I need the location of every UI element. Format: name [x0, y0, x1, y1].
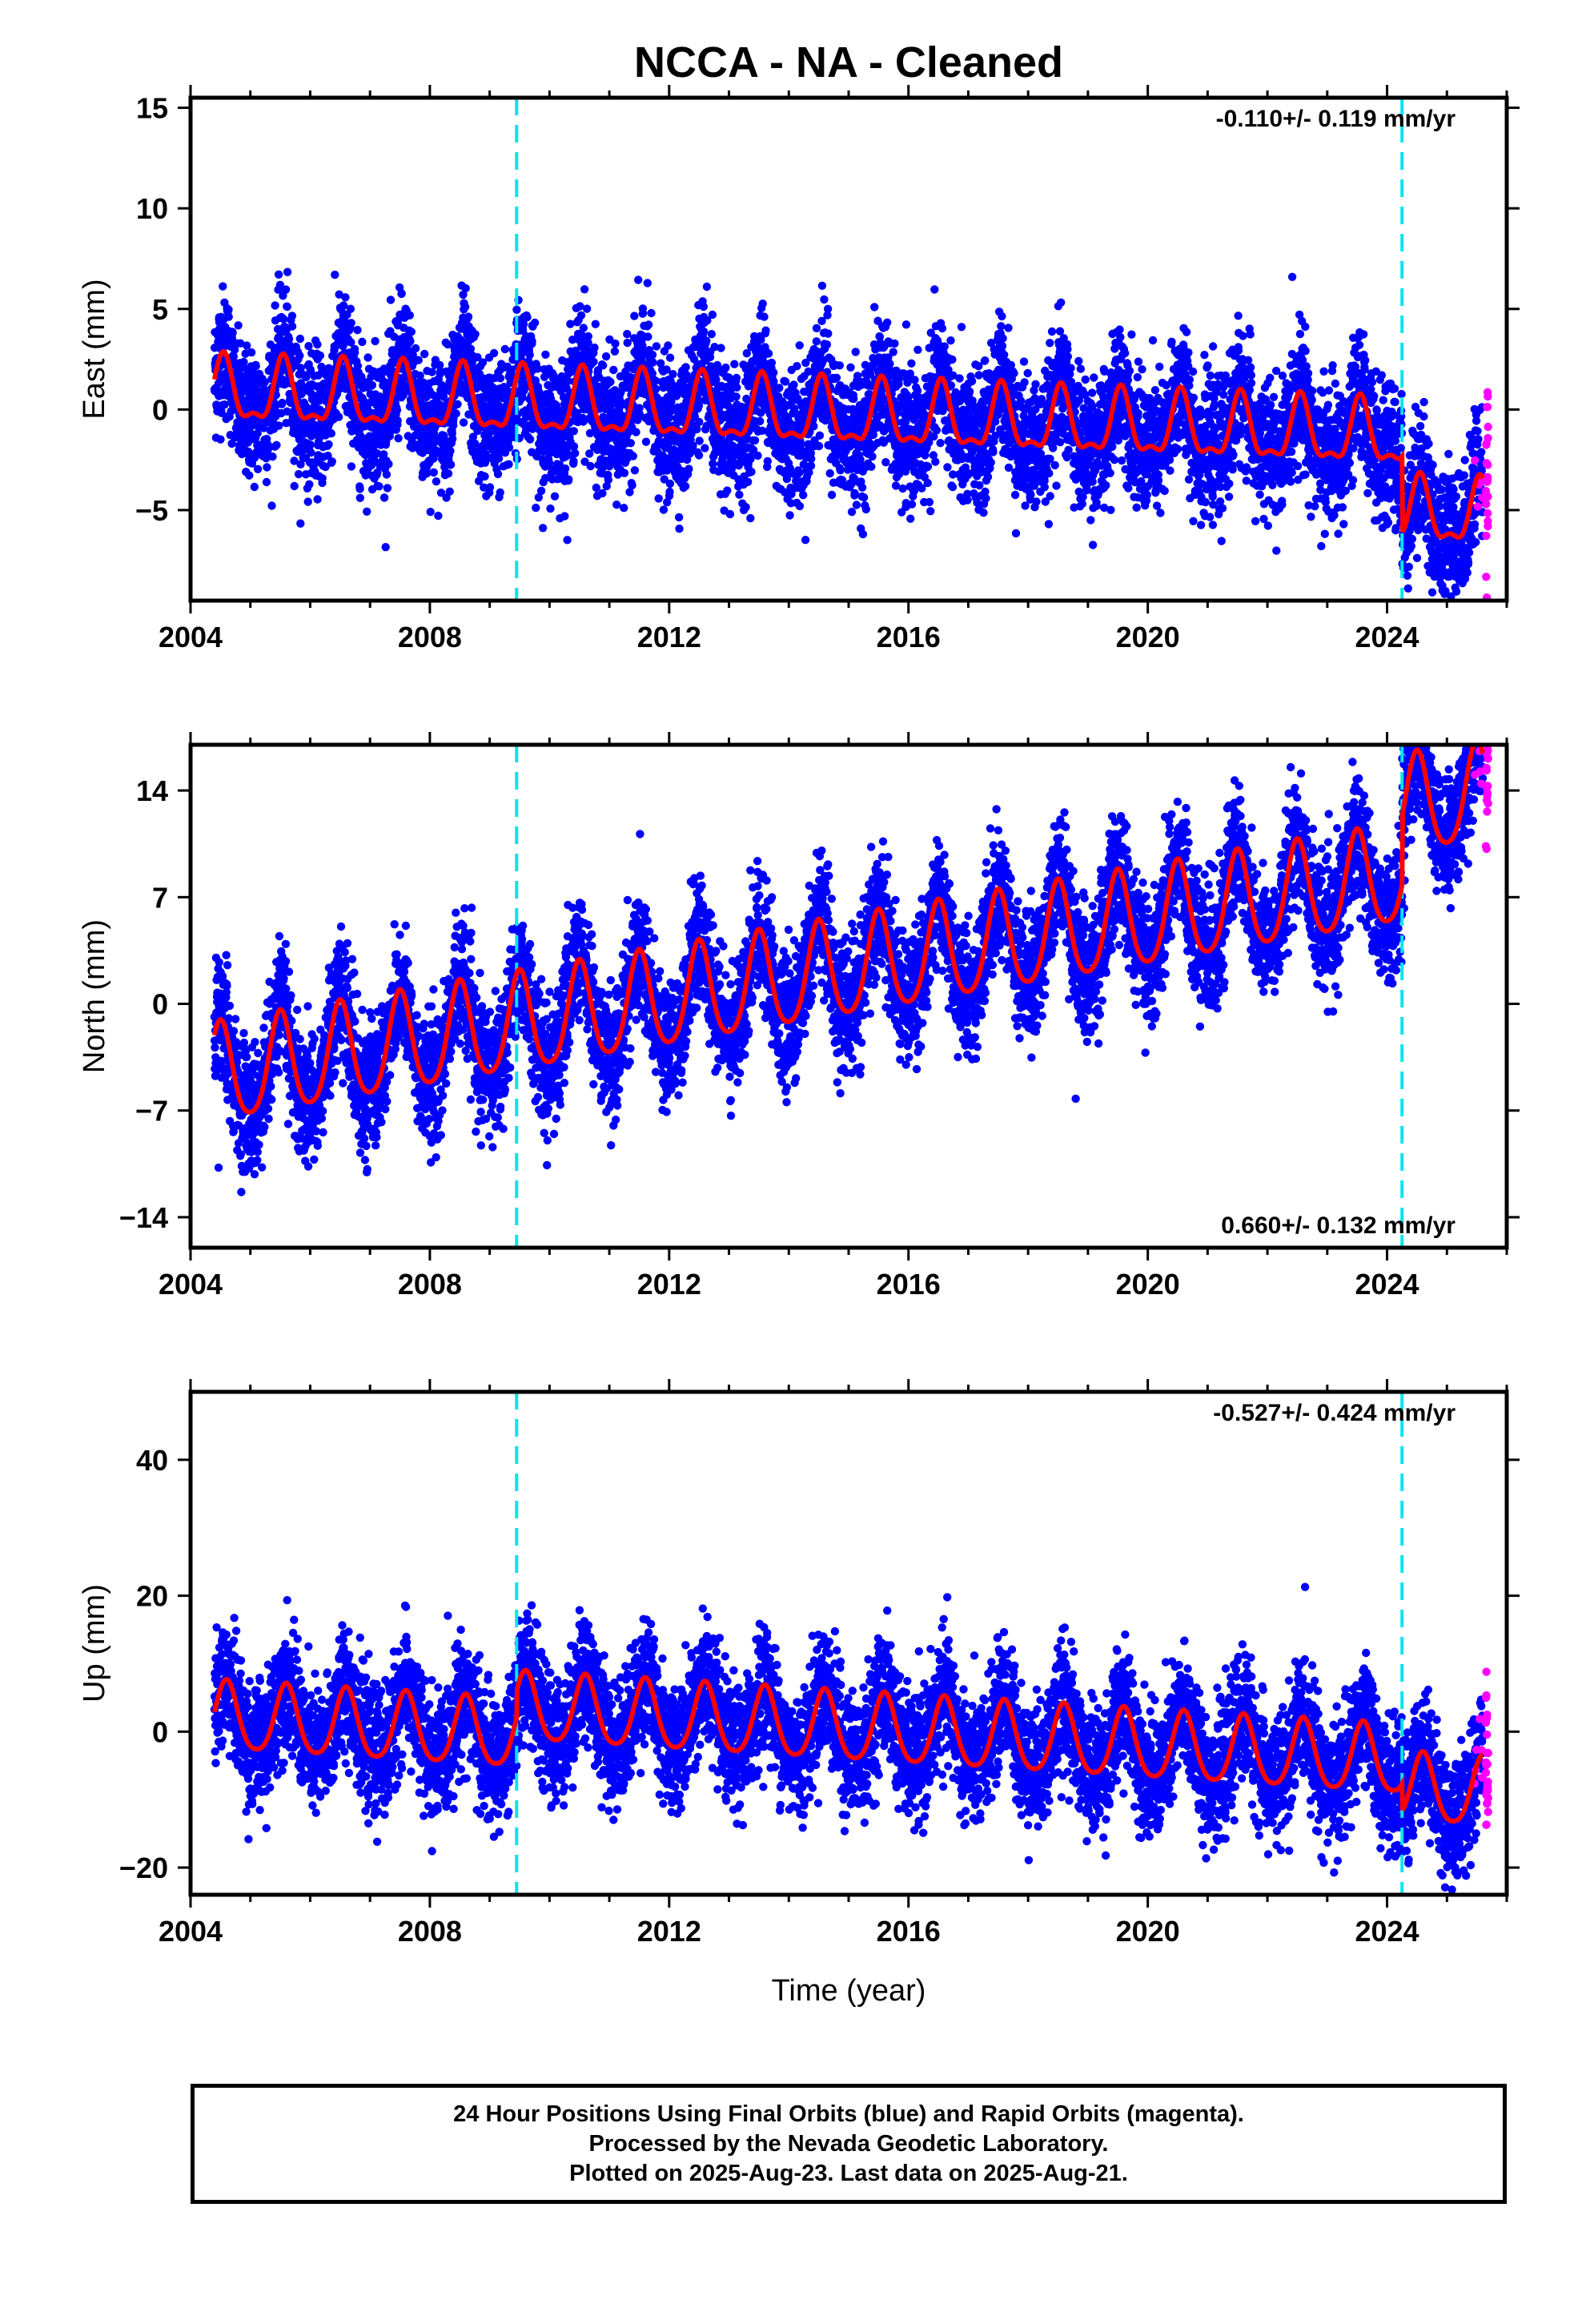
y-axis-label: Up (mm): [78, 1584, 111, 1703]
x-tick-label: 2020: [1116, 1915, 1180, 1948]
velocity-label: -0.527+/- 0.424 mm/yr: [1213, 1400, 1456, 1426]
x-tick-label: 2004: [159, 621, 223, 653]
x-tick-label: 2004: [159, 1268, 223, 1301]
y-tick-label: 15: [136, 92, 168, 125]
x-tick-label: 2008: [398, 621, 462, 653]
y-tick-label: 0: [152, 988, 168, 1021]
x-tick-label: 2024: [1355, 1915, 1419, 1948]
data-points: [211, 268, 1492, 627]
footer-line-2: Processed by the Nevada Geodetic Laborat…: [589, 2129, 1109, 2159]
velocity-label: 0.660+/- 0.132 mm/yr: [1221, 1212, 1456, 1239]
footer-line-1: 24 Hour Positions Using Final Orbits (bl…: [453, 2100, 1244, 2129]
x-tick-label: 2024: [1355, 1268, 1419, 1301]
x-tick-label: 2012: [637, 621, 701, 653]
panel-3: 2004 2008 2012 2016 2020 2024 −20 0 20 40 Up (mm) -…: [78, 1379, 1520, 1948]
y-tick-label: 10: [136, 192, 168, 225]
data-points: [211, 645, 1492, 1196]
x-axis-label: Time (year): [772, 1974, 926, 2008]
y-axis-label: North (mm): [78, 919, 111, 1073]
time-series-figure: NCCA - NA - Cleaned Time (year) 2004 2008…: [0, 0, 1582, 2082]
y-tick-label: −20: [119, 1852, 168, 1884]
x-tick-label: 2016: [877, 621, 941, 653]
x-tick-label: 2008: [398, 1268, 462, 1301]
panel-1: 2004 2008 2012 2016 2020 2024 −5 0 5 10 15 East (mm…: [78, 85, 1520, 653]
y-tick-label: 20: [136, 1580, 168, 1613]
x-tick-label: 2020: [1116, 1268, 1180, 1301]
figure-title: NCCA - NA - Cleaned: [634, 38, 1063, 86]
plot-frame: [191, 1392, 1507, 1895]
footer-line-3: Plotted on 2025-Aug-23. Last data on 202…: [569, 2159, 1128, 2189]
y-axis-label: East (mm): [78, 279, 111, 419]
x-tick-label: 2012: [637, 1915, 701, 1948]
velocity-label: -0.110+/- 0.119 mm/yr: [1216, 106, 1456, 132]
x-tick-label: 2012: [637, 1268, 701, 1301]
y-tick-label: −14: [119, 1201, 168, 1234]
final-orbit-points: [211, 669, 1488, 1196]
footer-box: 24 Hour Positions Using Final Orbits (bl…: [191, 2084, 1507, 2204]
y-tick-label: −7: [135, 1095, 168, 1128]
y-tick-label: 0: [152, 393, 168, 426]
y-tick-label: −5: [135, 494, 168, 527]
y-tick-label: 0: [152, 1715, 168, 1748]
data-points: [211, 1582, 1492, 1906]
y-tick-label: 40: [136, 1444, 168, 1477]
x-tick-label: 2024: [1355, 621, 1419, 653]
final-orbit-points: [211, 268, 1488, 627]
x-tick-label: 2020: [1116, 621, 1180, 653]
y-tick-label: 14: [136, 774, 168, 807]
x-tick-label: 2004: [159, 1915, 223, 1948]
x-tick-label: 2008: [398, 1915, 462, 1948]
x-tick-label: 2016: [877, 1268, 941, 1301]
y-tick-label: 5: [152, 293, 168, 326]
y-tick-label: 7: [152, 881, 168, 914]
final-orbit-points: [211, 1582, 1488, 1906]
panel-2: 2004 2008 2012 2016 2020 2024 −14 −7 0 7 14 North (…: [78, 645, 1520, 1301]
x-tick-label: 2016: [877, 1915, 941, 1948]
